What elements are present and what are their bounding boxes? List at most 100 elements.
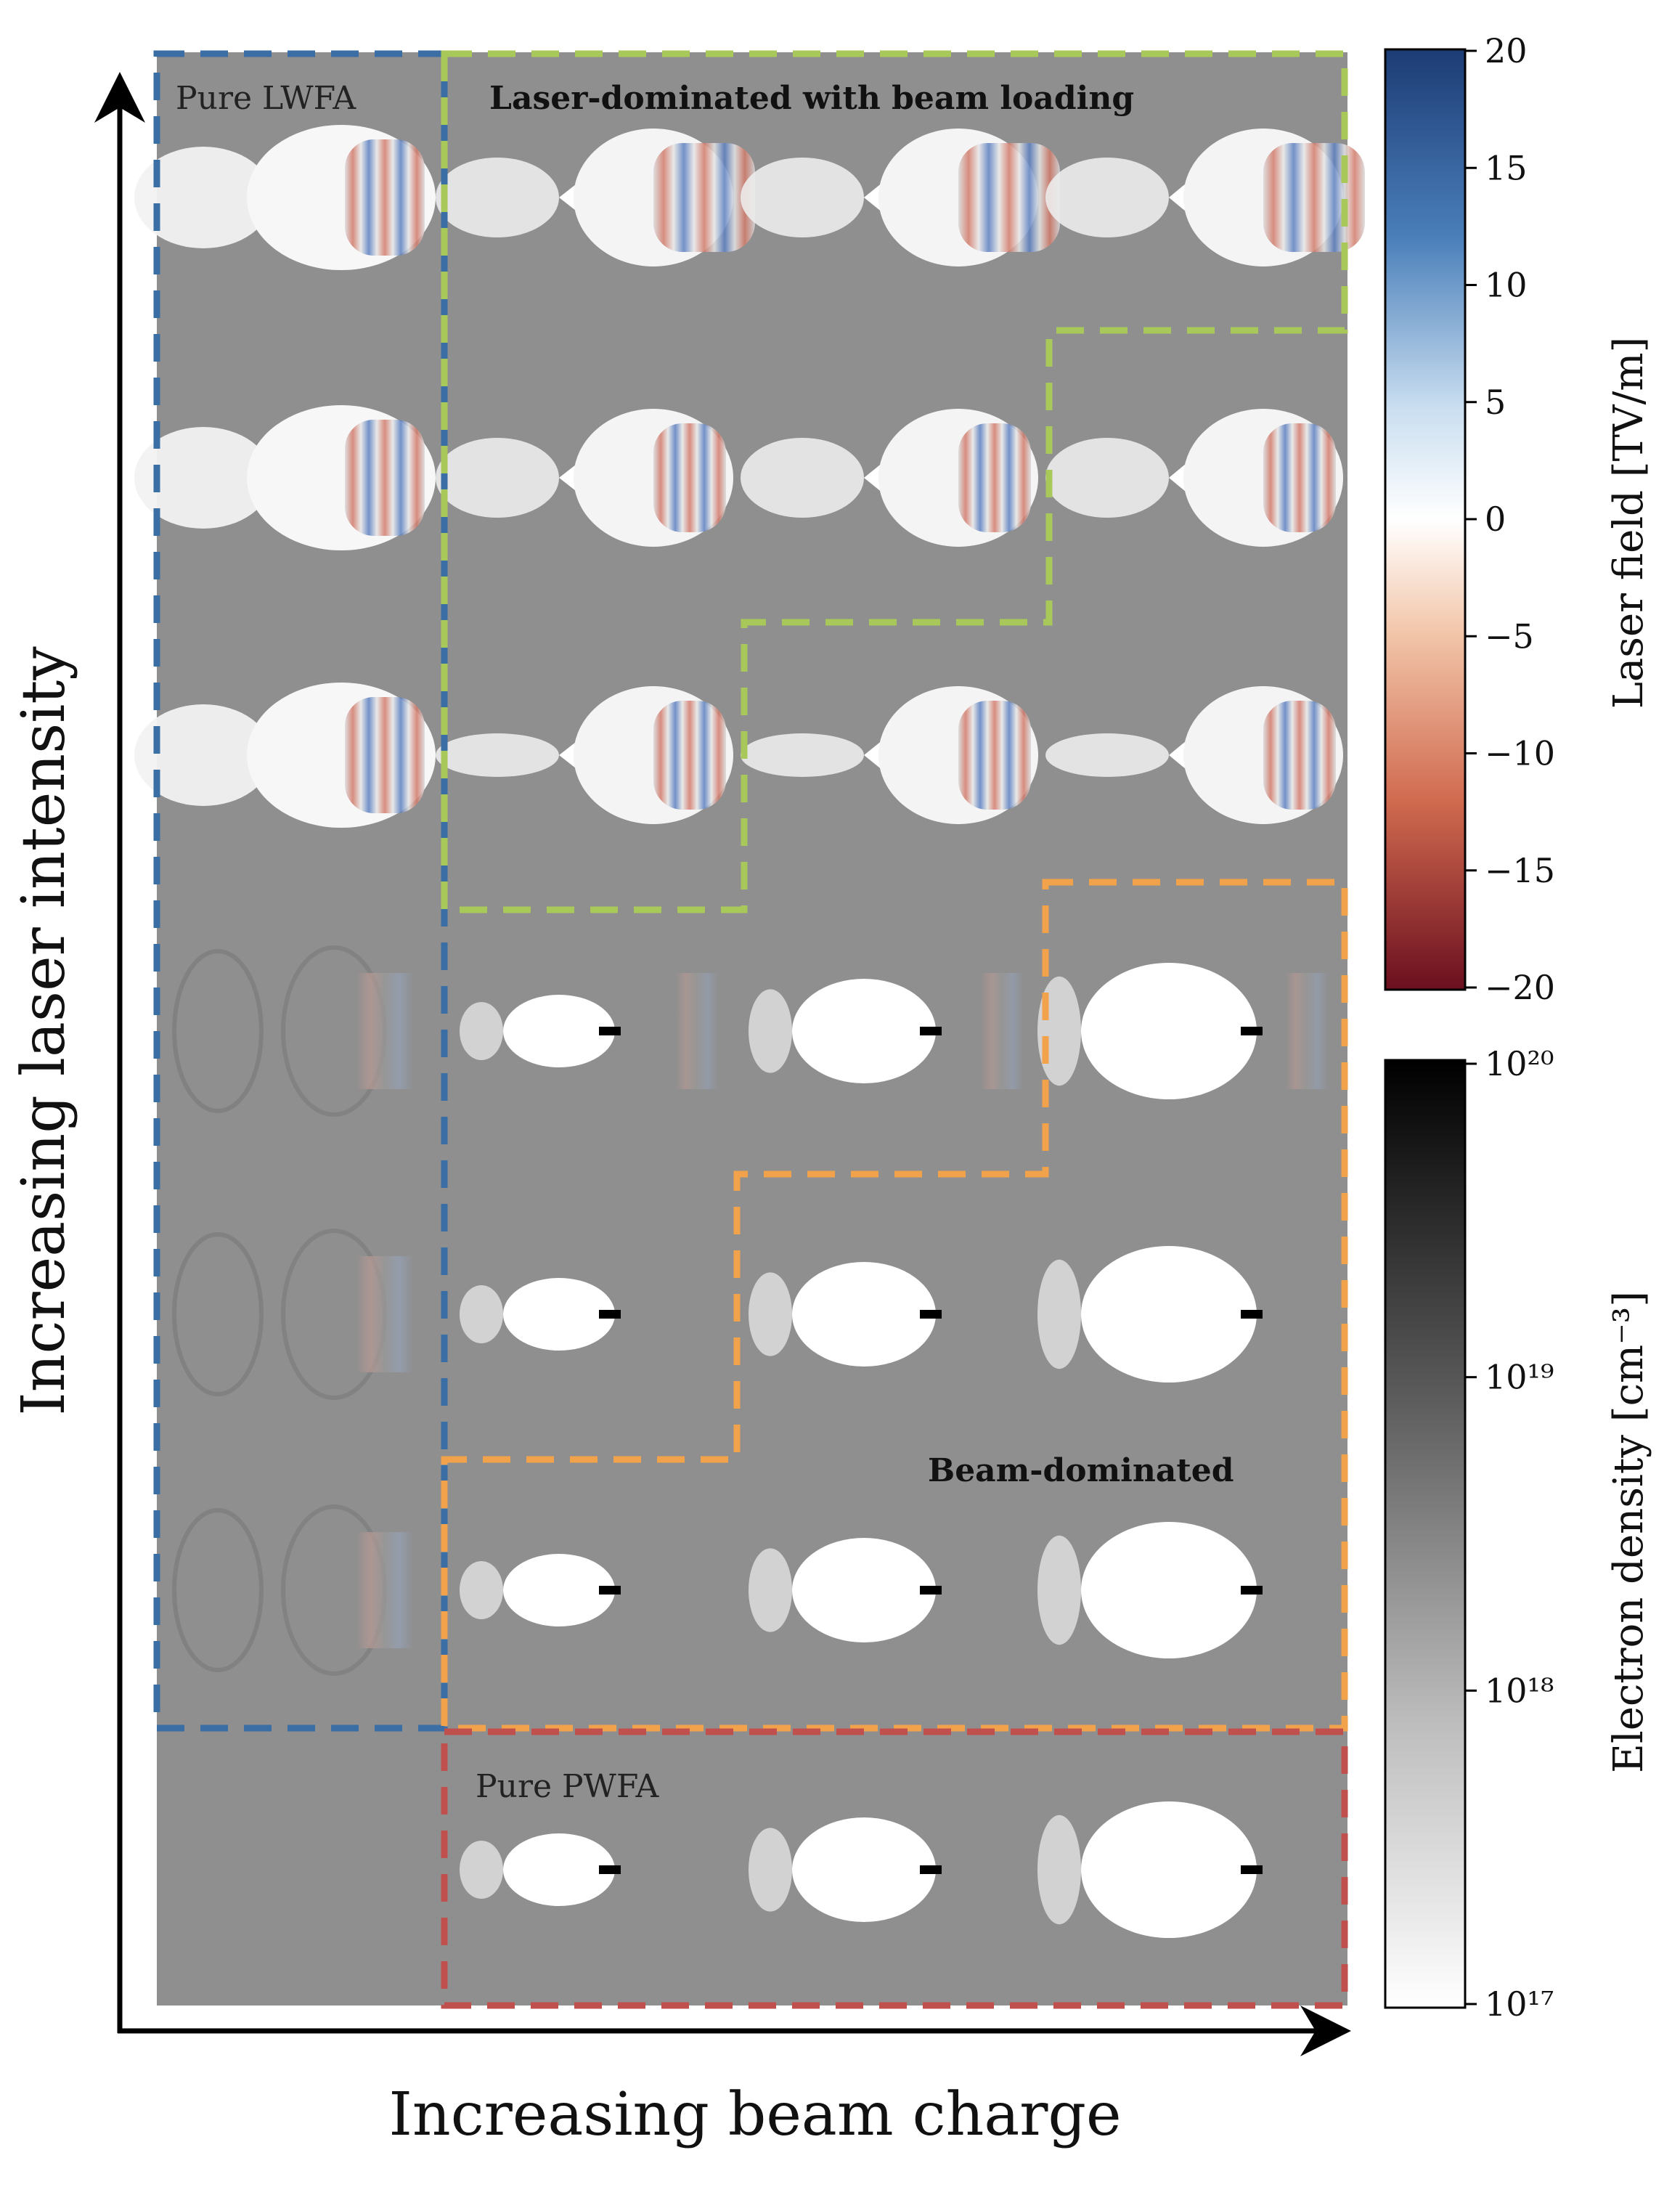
bubble xyxy=(1045,438,1169,518)
driver-beam xyxy=(599,1027,621,1035)
laser-field-colorbar xyxy=(1384,48,1467,991)
region-boundaries xyxy=(153,50,1348,2009)
blowout-bubble xyxy=(792,1538,936,1642)
beam-dominated-boundary xyxy=(441,879,1348,1732)
electron-density-ticks: 10²⁰ 10¹⁹ 10¹⁸ 10¹⁷ xyxy=(1465,1044,1554,2024)
region-label-lwfa: Pure LWFA xyxy=(176,80,356,117)
bubble-tail xyxy=(749,1272,792,1356)
laser-pulse xyxy=(958,143,1060,252)
laser-pulse xyxy=(356,973,414,1089)
bubble-tail xyxy=(460,1285,503,1343)
driver-beam xyxy=(1241,1027,1263,1035)
colorbar-tick-label: 10¹⁹ xyxy=(1485,1358,1554,1397)
electron-density-colorbar xyxy=(1384,1059,1467,2009)
driver-beam xyxy=(599,1310,621,1319)
wake-cell xyxy=(741,686,1038,824)
colorbar-tick-label: 5 xyxy=(1485,383,1506,422)
colorbar-tick-label: −5 xyxy=(1485,616,1534,656)
wake-cell xyxy=(1037,1522,1263,1658)
bubble-tail xyxy=(1037,1535,1081,1645)
bubble xyxy=(436,438,559,518)
wake-ring xyxy=(172,1508,264,1672)
laser-pulse xyxy=(675,973,719,1089)
driver-beam xyxy=(920,1027,942,1035)
blowout-bubble xyxy=(1081,1801,1257,1938)
wake-cell xyxy=(460,1278,621,1351)
bubble-tail xyxy=(460,1841,503,1899)
colorbar-tick-label: −10 xyxy=(1485,734,1555,773)
colorbar-tick-label: −20 xyxy=(1485,968,1555,1007)
blowout-bubble xyxy=(503,995,615,1067)
wake-cell xyxy=(1037,963,1329,1099)
laser-pulse xyxy=(345,420,425,536)
bubble-tail xyxy=(749,989,792,1073)
laser-field-ticks: 20 15 10 5 0 −5 −10 −15 −20 xyxy=(1465,31,1555,1007)
laser-pulse xyxy=(356,1532,414,1648)
wake-cell xyxy=(749,1817,942,1922)
laser-pulse xyxy=(980,973,1024,1089)
wake-cell xyxy=(741,409,1038,547)
colorbar-tick-label: 15 xyxy=(1485,148,1528,187)
region-label-pwfa: Pure PWFA xyxy=(476,1768,660,1805)
blowout-bubble xyxy=(792,979,936,1083)
blowout-bubble xyxy=(792,1817,936,1922)
colorbar-tick-label: 0 xyxy=(1485,500,1506,539)
bubble xyxy=(741,733,864,777)
y-axis-label: Increasing laser intensity xyxy=(9,646,78,1416)
wake-cell xyxy=(460,973,719,1089)
wake-cell xyxy=(172,1504,414,1676)
colorbar-tick-label: 10¹⁷ xyxy=(1485,1984,1554,2024)
wake-cell xyxy=(1045,129,1365,266)
wake-cell xyxy=(172,1229,414,1400)
blowout-bubble xyxy=(503,1833,615,1906)
wake-cell xyxy=(460,1554,621,1626)
wake-cell xyxy=(749,1262,942,1367)
region-label-beam-dominated: Beam-dominated xyxy=(928,1452,1234,1489)
electron-density-colorbar-label: Electron density [cm⁻³] xyxy=(1605,1291,1652,1773)
wake-cell xyxy=(134,125,436,270)
bubble xyxy=(1045,733,1169,777)
driver-beam xyxy=(920,1586,942,1595)
bubble-tail xyxy=(460,1002,503,1060)
laser-pulse xyxy=(345,697,425,813)
colorbar-tick-label: −15 xyxy=(1485,851,1555,890)
laser-pulse xyxy=(958,423,1031,532)
blowout-bubble xyxy=(1081,1522,1257,1658)
bubble xyxy=(1045,158,1169,237)
wake-cell xyxy=(460,1833,621,1906)
x-axis-label: Increasing beam charge xyxy=(389,2080,1122,2149)
wake-cell xyxy=(749,973,1024,1089)
wake-cell xyxy=(172,945,414,1117)
colorbar-tick-label: 20 xyxy=(1485,31,1528,70)
laser-pulse xyxy=(345,139,425,256)
bubble-tail xyxy=(749,1548,792,1632)
colorbar-tick-label: 10²⁰ xyxy=(1485,1044,1554,1083)
bubble xyxy=(436,158,559,237)
driver-beam xyxy=(1241,1865,1263,1874)
wake-cell xyxy=(749,1538,942,1642)
lwfa-boundary xyxy=(153,50,448,1732)
blowout-bubble xyxy=(503,1554,615,1626)
laser-pulse xyxy=(653,701,726,810)
blowout-bubble xyxy=(503,1278,615,1351)
laser-field-colorbar-label: Laser field [TV/m] xyxy=(1605,337,1652,709)
wake-cell xyxy=(436,409,733,547)
bubble xyxy=(134,147,272,248)
laser-pulse xyxy=(653,143,755,252)
laser-pulse xyxy=(1285,973,1329,1089)
wake-ring xyxy=(172,1232,264,1396)
wake-cell xyxy=(134,405,436,550)
bubble-tail xyxy=(749,1828,792,1912)
laser-pulse xyxy=(1263,143,1365,252)
driver-beam xyxy=(920,1310,942,1319)
bubble-tail xyxy=(1037,1815,1081,1925)
wake-cell xyxy=(134,683,436,828)
wake-cell xyxy=(1037,1246,1263,1382)
wake-ring xyxy=(172,949,264,1113)
bubble xyxy=(134,427,272,529)
laser-pulse xyxy=(958,701,1031,810)
driver-beam xyxy=(1241,1586,1263,1595)
wake-cell xyxy=(436,686,733,824)
laser-pulse xyxy=(1263,423,1336,532)
